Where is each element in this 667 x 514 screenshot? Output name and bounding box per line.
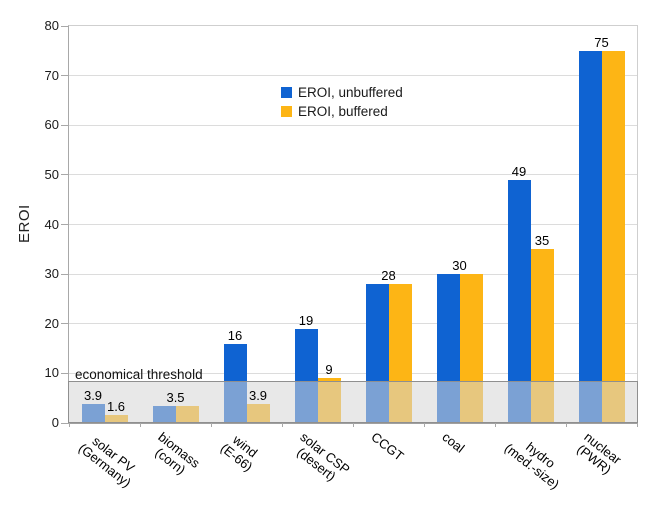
bar-buffered-hydro xyxy=(530,249,554,423)
legend-swatch-unbuffered xyxy=(281,87,292,98)
value-label-unbuffered: 16 xyxy=(227,327,243,343)
y-tick-label: 10 xyxy=(44,365,59,381)
x-axis-tick xyxy=(423,423,425,427)
legend-label-unbuffered: EROI, unbuffered xyxy=(298,85,403,100)
x-category-label: solar CSP (desert) xyxy=(288,429,352,489)
y-axis-tick xyxy=(61,422,69,424)
value-label-buffered: 35 xyxy=(534,233,550,249)
value-label-unbuffered: 3.9 xyxy=(83,387,103,403)
value-label-unbuffered: 19 xyxy=(298,312,314,328)
x-axis-tick xyxy=(139,423,141,427)
y-tick-label: 20 xyxy=(44,315,59,331)
gridline xyxy=(69,273,637,275)
y-axis-tick xyxy=(61,75,69,77)
y-tick-label: 0 xyxy=(51,415,59,430)
threshold-label: economical threshold xyxy=(75,367,203,383)
x-category-label: nuclear (PWR) xyxy=(572,429,624,479)
value-label: 28 xyxy=(381,268,396,284)
y-axis-tick xyxy=(61,372,69,374)
x-axis-tick xyxy=(210,423,212,427)
x-category-label: hydro (med.-size) xyxy=(501,430,570,493)
economical-threshold-band xyxy=(68,381,638,423)
y-tick-label: 40 xyxy=(44,216,59,232)
x-axis-tick xyxy=(636,423,638,427)
y-axis-tick xyxy=(61,174,69,176)
y-tick-label: 80 xyxy=(44,18,59,33)
chart-plot-area: 0 10 20 30 40 50 60 70 80 3.9 1.6 3.5 16 3.9 19 9 28 30 49… xyxy=(45,18,638,492)
bar-unbuffered-nuclear xyxy=(578,50,602,423)
gridline xyxy=(69,323,637,325)
x-category-label-line: CCGT xyxy=(367,429,407,464)
x-category-label-line: coal xyxy=(438,429,467,456)
x-axis-tick xyxy=(281,423,283,427)
value-label: 75 xyxy=(594,34,609,50)
gridline xyxy=(69,124,637,126)
gridline xyxy=(69,75,637,77)
y-axis-tick xyxy=(61,25,69,27)
value-label-buffered: 9 xyxy=(325,362,333,378)
value-label-unbuffered: 49 xyxy=(511,163,527,179)
legend-label-buffered: EROI, buffered xyxy=(298,104,388,119)
x-axis-tick xyxy=(494,423,496,427)
gridline xyxy=(69,174,637,176)
bar-unbuffered-hydro xyxy=(507,179,531,423)
x-category-label: biomass (corn) xyxy=(146,429,202,482)
gridline xyxy=(69,372,637,374)
legend-item-unbuffered: EROI, unbuffered xyxy=(281,83,403,102)
legend-item-buffered: EROI, buffered xyxy=(281,102,403,121)
y-axis-tick xyxy=(61,224,69,225)
x-category-label: solar PV (Germany) xyxy=(75,430,142,491)
y-tick-label: 60 xyxy=(44,117,59,133)
x-category-label: coal xyxy=(438,429,467,456)
y-axis-tick xyxy=(61,124,69,126)
x-category-label: wind (E-66) xyxy=(217,430,263,475)
value-label-buffered: 3.9 xyxy=(248,387,268,403)
value-label: 30 xyxy=(452,258,467,274)
x-axis-tick xyxy=(352,423,354,427)
value-label-buffered: 1.6 xyxy=(106,399,126,415)
y-axis-tick xyxy=(61,273,69,275)
y-tick-label: 70 xyxy=(44,67,59,83)
y-tick-label: 50 xyxy=(44,166,59,182)
x-axis-tick xyxy=(565,423,567,427)
y-axis-tick xyxy=(61,323,69,325)
x-axis-tick xyxy=(68,423,70,427)
bar-buffered-nuclear xyxy=(601,50,625,423)
chart-legend: EROI, unbuffered EROI, buffered xyxy=(281,83,403,121)
x-category-label: CCGT xyxy=(367,429,407,464)
gridline xyxy=(69,224,637,225)
legend-swatch-buffered xyxy=(281,106,292,117)
value-label: 3.5 xyxy=(166,389,185,405)
y-tick-label: 30 xyxy=(44,266,59,282)
